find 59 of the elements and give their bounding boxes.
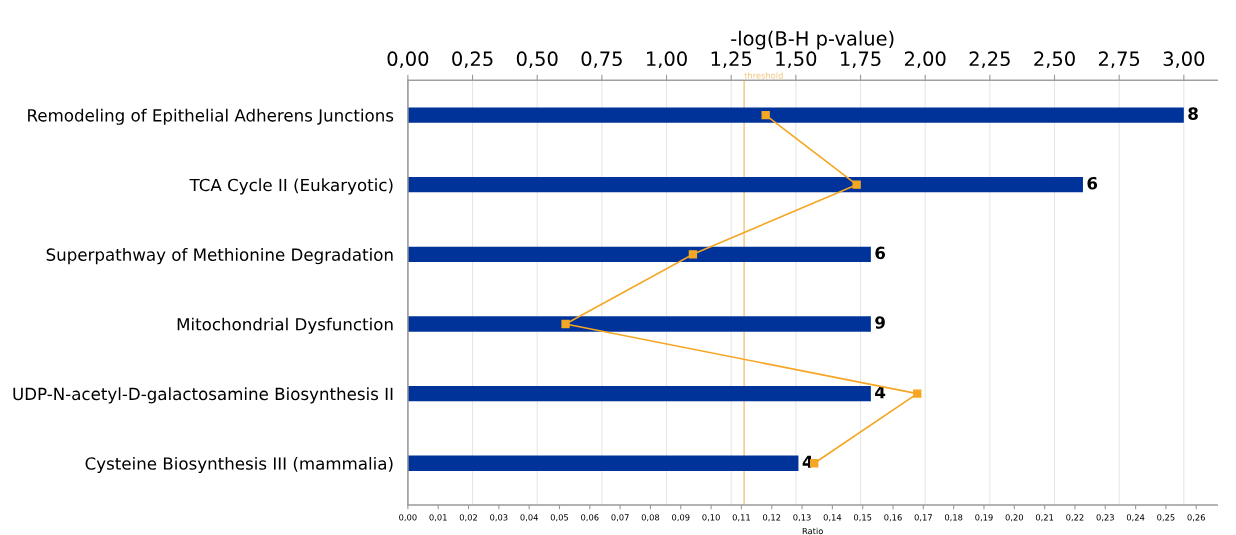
x-tick-label: 0,01 xyxy=(429,514,447,522)
annotation: 6 xyxy=(1087,176,1098,190)
y-tick-label: UDP-N-acetyl-D-galactosamine Biosynthesis II xyxy=(13,387,393,404)
x-tick-label: 0,12 xyxy=(763,514,781,522)
x-tick-label: 0,10 xyxy=(702,514,720,522)
point xyxy=(761,110,770,120)
annotation: 8 xyxy=(1188,107,1198,120)
x-tick-label: 0,22 xyxy=(1066,514,1084,522)
x2-tick-label: 0,50 xyxy=(516,51,558,69)
x-tick-label: 0,24 xyxy=(1126,514,1145,522)
x2-tick-label: 1,50 xyxy=(776,51,817,69)
x-axis-title: Ratio xyxy=(802,527,823,535)
x-tick-label: 0,25 xyxy=(1157,514,1175,522)
x-tick-label: 0,26 xyxy=(1187,514,1205,522)
x-tick-label: 0,00 xyxy=(399,514,417,522)
x-tick-label: 0,18 xyxy=(944,514,963,522)
y-tick-label: Mitochondrial Dysfunction xyxy=(177,317,393,334)
x2-tick-label: 0,75 xyxy=(581,51,622,69)
annotation: 6 xyxy=(875,246,886,260)
x2-tick-label: 1,00 xyxy=(647,51,687,69)
x-tick-label: 0,08 xyxy=(641,514,660,522)
point xyxy=(561,319,570,329)
x-tick-label: 0,16 xyxy=(884,514,902,522)
x2-tick-label: 0,25 xyxy=(452,51,493,69)
point xyxy=(913,389,922,398)
annotation: 4 xyxy=(875,386,886,399)
y-tick-label: Superpathway of Methionine Degradation xyxy=(46,248,393,265)
x-tick-label: 0,05 xyxy=(550,514,569,522)
x-tick-label: 0,15 xyxy=(853,514,872,522)
x-tick-label: 0,23 xyxy=(1096,514,1114,522)
x2-tick-label: 1,75 xyxy=(841,51,881,69)
x2-tick-label: 2,25 xyxy=(969,51,1010,69)
x-tick-label: 0,04 xyxy=(520,514,538,522)
y-tick-label: Remodeling of Epithelial Adherens Junctions xyxy=(28,108,394,125)
x-tick-label: 0,11 xyxy=(732,514,750,522)
x2-tick-label: 0,00 xyxy=(387,51,429,69)
x-tick-label: 0,09 xyxy=(672,514,690,522)
point xyxy=(688,250,698,259)
x-tick-label: 0,06 xyxy=(581,514,599,522)
x-tick-label: 0,17 xyxy=(914,514,932,522)
point xyxy=(852,180,861,189)
x-tick-label: 0,13 xyxy=(793,514,811,522)
x-tick-label: 0,14 xyxy=(823,514,842,522)
x-tick-label: 0,21 xyxy=(1035,514,1054,522)
y-tick-label: Cysteine Biosynthesis III (mammalia) xyxy=(85,456,393,474)
x2-tick-label: 2,75 xyxy=(1098,51,1140,69)
y-tick-label: TCA Cycle II (Eukaryotic) xyxy=(189,178,393,195)
x2-tick-label: 1,25 xyxy=(711,51,752,69)
x-tick-label: 0,03 xyxy=(490,514,508,522)
x-tick-label: 0,19 xyxy=(975,514,993,522)
x-tick-label: 0,02 xyxy=(459,514,477,522)
x2-tick-label: 3,00 xyxy=(1163,51,1205,69)
ref-line-label: threshold xyxy=(744,72,783,79)
x-tick-label: 0,20 xyxy=(1005,514,1024,522)
x2-tick-label: 2,50 xyxy=(1034,51,1075,69)
x2-tick-label: 2,00 xyxy=(904,51,946,69)
x-tick-label: 0,07 xyxy=(611,514,629,522)
x2-axis-title: -log(B-H p-value) xyxy=(731,30,894,50)
annotation: 9 xyxy=(875,316,885,329)
